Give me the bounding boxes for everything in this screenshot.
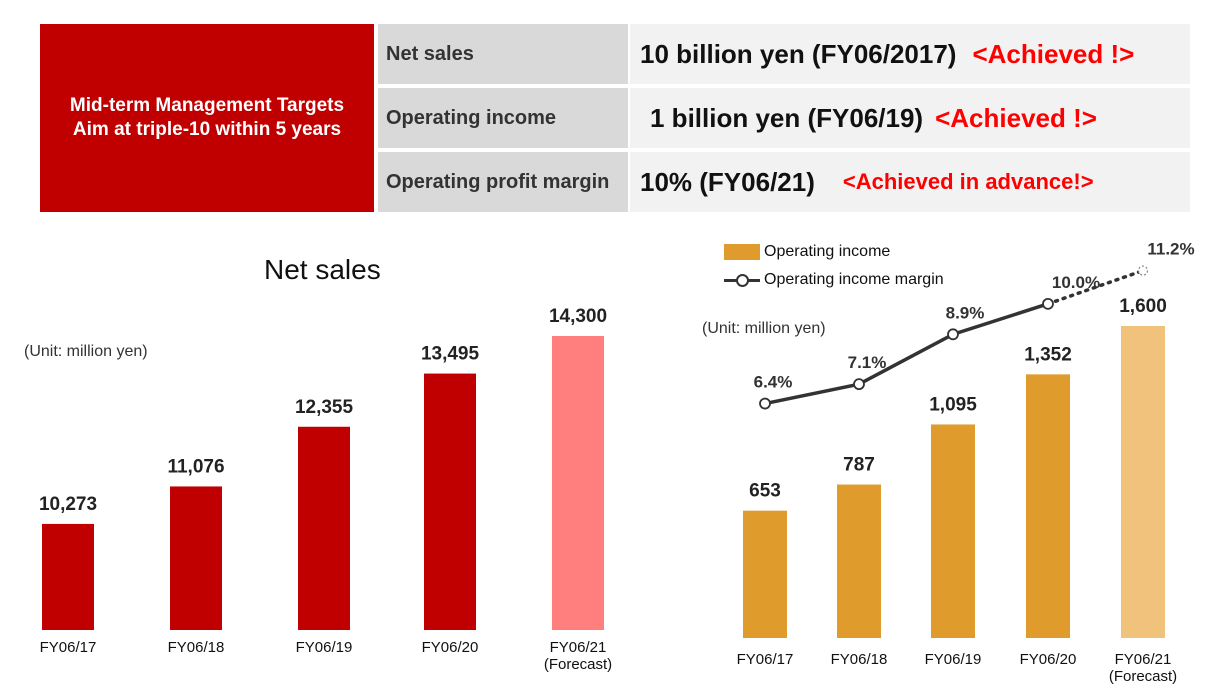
target-row-net-sales: Net sales 10 billion yen (FY06/2017) <Ac…	[378, 24, 1190, 84]
target-status: <Achieved !>	[972, 38, 1135, 69]
operating-income-bar	[743, 510, 787, 638]
operating-income-value-label: 1,600	[1119, 296, 1167, 317]
net-sales-value-label: 14,300	[549, 306, 607, 327]
operating-margin-point	[1042, 297, 1054, 310]
net-sales-bar	[552, 336, 604, 630]
targets-header-line1: Mid-term Management Targets	[69, 95, 345, 117]
operating-margin-line	[764, 302, 1049, 406]
operating-income-x-tick: FY06/19	[925, 651, 982, 668]
operating-margin-value-label: 11.2%	[1147, 240, 1194, 259]
operating-margin-value-label: 7.1%	[848, 353, 887, 372]
net-sales-unit-label: (Unit: million yen)	[24, 343, 148, 360]
operating-income-value-label: 1,095	[929, 394, 977, 415]
net-sales-x-tick: FY06/21	[550, 639, 607, 656]
net-sales-bar	[42, 523, 94, 630]
target-status: <Achieved in advance!>	[842, 169, 1094, 194]
operating-income-bar	[931, 424, 975, 638]
operating-income-x-tick: FY06/21	[1115, 651, 1172, 668]
net-sales-x-tick: FY06/19	[296, 639, 353, 656]
target-value-cell: 10 billion yen (FY06/2017) <Achieved !>	[630, 24, 1190, 84]
net-sales-bar	[170, 486, 222, 630]
operating-income-bar	[1121, 326, 1165, 638]
target-label: Operating income	[378, 88, 628, 148]
target-value: 1 billion yen (FY06/19)	[650, 102, 924, 133]
operating-margin-value-label: 8.9%	[946, 303, 985, 322]
target-label: Net sales	[378, 24, 628, 84]
bar-swatch-icon	[724, 244, 760, 260]
target-label: Operating profit margin	[378, 152, 628, 212]
operating-income-x-tick: (Forecast)	[1109, 668, 1177, 685]
net-sales-value-label: 11,076	[167, 456, 224, 477]
operating-income-x-tick: FY06/18	[831, 651, 888, 668]
operating-margin-value-label: 10.0%	[1052, 273, 1100, 292]
operating-income-value-label: 787	[843, 455, 875, 476]
operating-income-value-label: 653	[749, 481, 781, 502]
operating-income-value-label: 1,352	[1024, 344, 1072, 365]
operating-margin-forecast-line	[1046, 268, 1145, 306]
net-sales-chart-title: Net sales	[264, 254, 381, 285]
net-sales-x-tick: FY06/17	[40, 639, 97, 656]
net-sales-bar	[424, 373, 476, 630]
operating-margin-point	[759, 397, 771, 410]
net-sales-x-tick: (Forecast)	[544, 656, 612, 673]
target-value-cell: 10% (FY06/21) <Achieved in advance!>	[630, 152, 1190, 212]
target-row-operating-income: Operating income 1 billion yen (FY06/19)…	[378, 88, 1190, 148]
target-value: 10% (FY06/21)	[640, 166, 815, 197]
operating-income-unit-label: (Unit: million yen)	[702, 320, 826, 337]
legend-item-operating-margin: Operating income margin	[724, 266, 944, 294]
net-sales-value-label: 13,495	[421, 344, 480, 365]
operating-income-x-tick: FY06/17	[737, 651, 794, 668]
target-value: 10 billion yen (FY06/2017)	[640, 38, 957, 69]
operating-margin-point	[853, 378, 865, 391]
operating-income-legend: Operating income Operating income margin	[724, 238, 944, 294]
target-value-cell: 1 billion yen (FY06/19) <Achieved !>	[630, 88, 1190, 148]
net-sales-value-label: 10,273	[39, 494, 97, 515]
operating-income-x-tick: FY06/20	[1020, 651, 1077, 668]
net-sales-x-tick: FY06/18	[168, 639, 225, 656]
net-sales-value-label: 12,355	[295, 397, 354, 418]
operating-margin-value-label: 6.4%	[754, 373, 793, 392]
operating-income-bar	[837, 484, 881, 638]
operating-margin-point	[1137, 265, 1149, 276]
operating-margin-point	[947, 328, 959, 341]
legend-label: Operating income	[764, 243, 891, 260]
operating-income-bar	[1026, 374, 1070, 638]
line-marker-icon	[724, 272, 760, 288]
legend-item-operating-income: Operating income	[724, 238, 944, 266]
targets-header: Mid-term Management Targets Aim at tripl…	[40, 24, 374, 212]
net-sales-x-tick: FY06/20	[422, 639, 479, 656]
target-status: <Achieved !>	[935, 102, 1097, 133]
target-row-operating-margin: Operating profit margin 10% (FY06/21) <A…	[378, 152, 1190, 212]
legend-label: Operating income margin	[764, 271, 944, 288]
targets-table: Mid-term Management Targets Aim at tripl…	[40, 24, 1190, 212]
net-sales-bar	[298, 426, 350, 630]
targets-header-line2: Aim at triple-10 within 5 years	[72, 119, 342, 140]
